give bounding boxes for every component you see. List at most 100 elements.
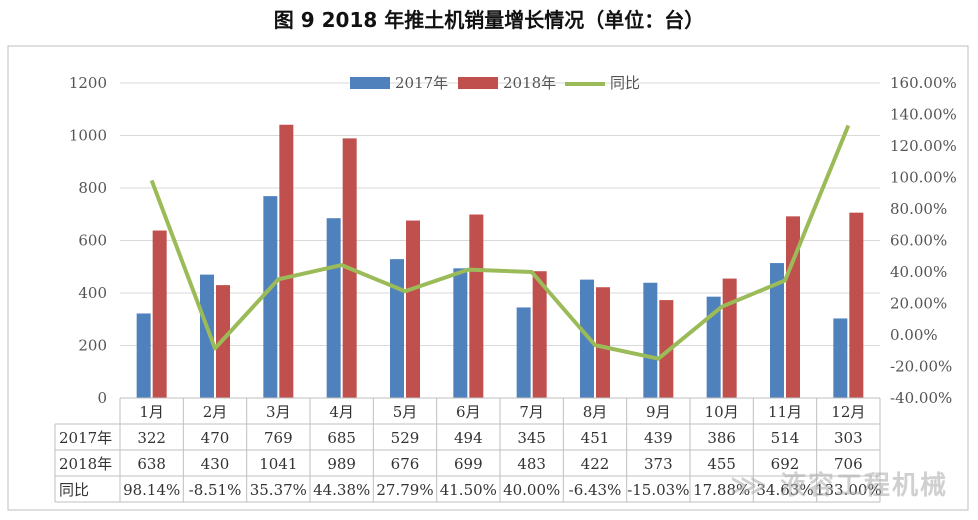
table-cell: 34.63% [756, 481, 813, 499]
category-label: 2月 [203, 403, 228, 421]
bar-2018 [849, 212, 864, 398]
legend-label-yoy: 同比 [610, 74, 640, 92]
table-cell: 40.00% [503, 481, 560, 499]
left-axis-tick-label: 800 [78, 179, 107, 197]
bar-2018 [596, 287, 610, 398]
table-cell: 27.79% [376, 481, 433, 499]
table-cell: 133.00% [815, 481, 882, 499]
table-cell: 422 [581, 455, 610, 473]
table-cell: 373 [644, 455, 673, 473]
table-cell: 41.50% [440, 481, 497, 499]
table-cell: 706 [834, 455, 863, 473]
left-axis-tick-label: 200 [78, 337, 107, 355]
table-cell: -6.43% [569, 481, 622, 499]
table-cell: 769 [264, 429, 293, 447]
right-axis-tick-label: 80.00% [890, 200, 947, 218]
watermark: ⋙ 液容工程机械 [729, 471, 948, 501]
right-axis-tick-label: 20.00% [890, 295, 947, 313]
table-cell: 676 [391, 455, 420, 473]
bar-2018 [659, 300, 674, 398]
bar-2018 [469, 214, 484, 398]
right-axis-tick-label: -20.00% [890, 358, 952, 376]
right-axis-tick-label: -40.00% [890, 389, 952, 407]
bar-2017 [643, 282, 658, 398]
table-cell: 386 [707, 429, 736, 447]
left-axis-tick-label: 1200 [69, 74, 107, 92]
category-label: 6月 [456, 403, 481, 421]
table-cell: 483 [517, 455, 546, 473]
table-cell: 529 [391, 429, 420, 447]
bar-2017 [516, 307, 531, 398]
left-axis-tick-label: 400 [78, 284, 107, 302]
bar-2018 [786, 216, 800, 398]
table-cell: 692 [771, 455, 800, 473]
table-cell: 430 [201, 455, 230, 473]
table-cell: 35.37% [250, 481, 307, 499]
table-cell: 685 [327, 429, 356, 447]
table-cell: 303 [834, 429, 863, 447]
table-cell: 514 [771, 429, 800, 447]
table-cell: 322 [137, 429, 166, 447]
bar-2018 [279, 124, 294, 399]
table-cell: 44.38% [313, 481, 370, 499]
bar-2018 [532, 271, 547, 398]
left-axis-tick-label: 1000 [69, 127, 107, 145]
legend-swatch-2017 [350, 77, 390, 89]
bar-2018 [722, 278, 737, 398]
bar-2017 [706, 296, 721, 398]
table-cell: 455 [707, 455, 736, 473]
category-label: 8月 [583, 403, 608, 421]
right-axis-tick-label: 100.00% [890, 169, 957, 187]
bar-2017 [390, 259, 404, 398]
table-cell: 17.88% [693, 481, 750, 499]
right-axis-tick-label: 120.00% [890, 137, 957, 155]
table-row-label: 同比 [59, 481, 89, 499]
table-cell: 470 [201, 429, 230, 447]
bar-2018 [406, 220, 420, 398]
category-label: 9月 [646, 403, 671, 421]
bar-2017 [326, 218, 341, 398]
right-axis-tick-label: 140.00% [890, 106, 957, 124]
right-axis-tick-label: 0.00% [890, 326, 938, 344]
category-label: 4月 [329, 403, 354, 421]
bar-2018 [152, 230, 167, 398]
chart-title: 图 9 2018 年推土机销量增长情况（单位：台） [273, 8, 705, 32]
table-cell: -8.51% [189, 481, 242, 499]
legend-label-2018: 2018年 [503, 74, 556, 92]
bar-2017 [200, 274, 214, 398]
table-row-label: 2018年 [59, 455, 112, 473]
left-axis-tick-label: 0 [97, 389, 107, 407]
bar-2017 [770, 263, 784, 398]
table-cell: 494 [454, 429, 483, 447]
legend-label-2017: 2017年 [395, 74, 448, 92]
bar-2017 [136, 313, 151, 398]
right-axis-tick-label: 160.00% [890, 74, 957, 92]
table-row-label: 2017年 [59, 429, 112, 447]
category-label: 10月 [705, 403, 739, 421]
right-axis-tick-label: 60.00% [890, 232, 947, 250]
table-cell: 1041 [259, 455, 297, 473]
category-label: 11月 [768, 403, 802, 421]
table-cell: 98.14% [123, 481, 180, 499]
category-label: 12月 [831, 403, 865, 421]
line-yoy [149, 124, 851, 361]
table-cell: 345 [517, 429, 546, 447]
category-label: 1月 [139, 403, 164, 421]
bar-2017 [833, 318, 848, 398]
left-axis-tick-label: 600 [78, 232, 107, 250]
bar-2017 [453, 268, 468, 398]
table-cell: 439 [644, 429, 673, 447]
chart-frame [7, 45, 969, 511]
category-label: 3月 [266, 403, 291, 421]
table-cell: 989 [327, 455, 356, 473]
table-cell: 638 [137, 455, 166, 473]
right-axis-tick-label: 40.00% [890, 263, 947, 281]
category-label: 7月 [519, 403, 544, 421]
legend-swatch-2018 [458, 77, 498, 89]
table-cell: 451 [581, 429, 610, 447]
category-label: 5月 [393, 403, 418, 421]
bar-2017 [263, 196, 278, 398]
table-cell: 699 [454, 455, 483, 473]
table-cell: -15.03% [627, 481, 689, 499]
